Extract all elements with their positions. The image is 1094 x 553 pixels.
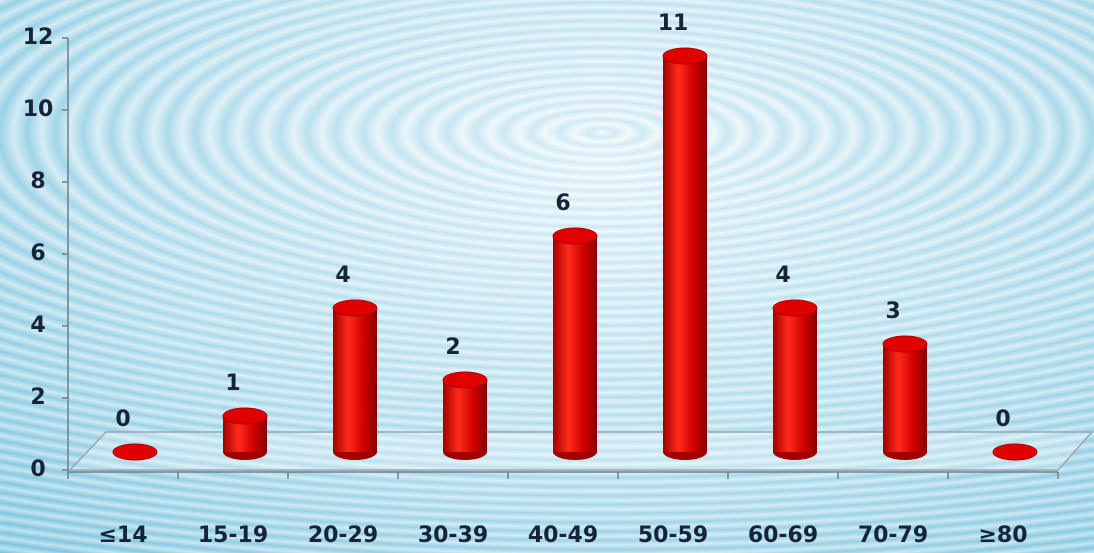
data-label: 4 <box>775 263 790 288</box>
x-tick-label: 40-49 <box>528 523 598 548</box>
data-label: 0 <box>115 407 130 432</box>
bar <box>333 308 377 452</box>
x-tick-label: 20-29 <box>308 523 378 548</box>
bar-top <box>662 47 708 65</box>
bar <box>883 344 927 452</box>
x-tick-label: 50-59 <box>638 523 708 548</box>
x-tick-label: 15-19 <box>198 523 268 548</box>
y-tick-label: 4 <box>30 313 45 338</box>
bar <box>553 236 597 452</box>
x-tick-label: ≤14 <box>98 523 147 548</box>
bar-top <box>552 227 598 245</box>
bar <box>773 308 817 452</box>
data-label: 1 <box>225 371 240 396</box>
bar-top <box>882 335 928 353</box>
y-tick-label: 10 <box>23 97 54 122</box>
bar-top <box>442 371 488 389</box>
y-tick-label: 2 <box>30 385 45 410</box>
bar-top <box>222 407 268 425</box>
data-label: 3 <box>885 299 900 324</box>
bar <box>443 380 487 452</box>
data-label: 4 <box>335 263 350 288</box>
data-label: 6 <box>555 191 570 216</box>
data-label: 0 <box>995 407 1010 432</box>
bar <box>663 56 707 452</box>
y-tick-label: 6 <box>30 241 45 266</box>
y-tick-label: 12 <box>23 25 54 50</box>
x-tick-label: 60-69 <box>748 523 818 548</box>
bar-top <box>772 299 818 317</box>
data-label: 2 <box>445 335 460 360</box>
data-label: 11 <box>658 11 689 36</box>
x-tick-label: ≥80 <box>978 523 1027 548</box>
y-tick-label: 8 <box>30 169 45 194</box>
bar-top <box>992 443 1038 461</box>
bar-top <box>332 299 378 317</box>
y-tick-label: 0 <box>30 457 45 482</box>
bar-top <box>112 443 158 461</box>
x-tick-label: 70-79 <box>858 523 928 548</box>
x-tick-label: 30-39 <box>418 523 488 548</box>
